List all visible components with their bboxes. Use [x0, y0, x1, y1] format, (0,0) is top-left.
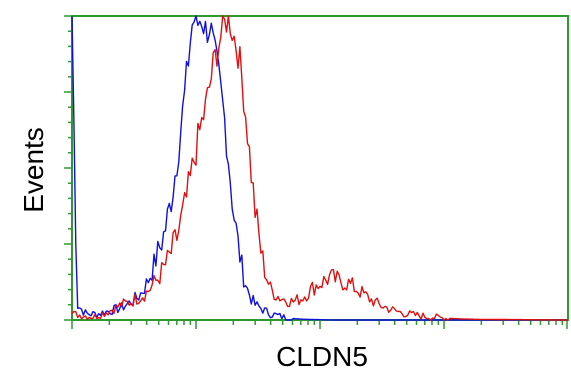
y-axis-label: Events: [18, 127, 49, 213]
histogram-series-2: [71, 15, 568, 321]
x-axis-label: CLDN5: [276, 341, 368, 372]
histogram-series-1: [71, 15, 568, 321]
plot-frame: [71, 15, 569, 321]
